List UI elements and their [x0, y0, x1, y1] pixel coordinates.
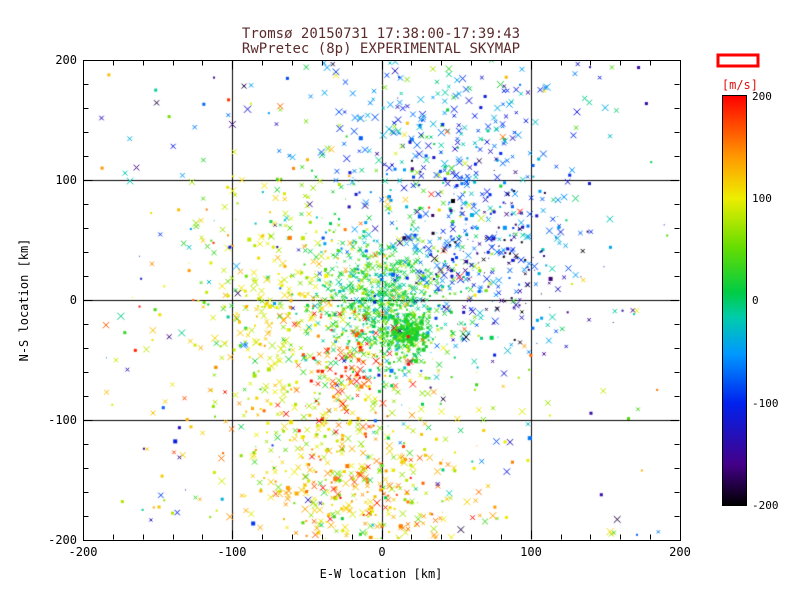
scatter-canvas: [0, 0, 800, 600]
skymap-window: Tromsø 20150731 17:38:00-17:39:43 RwPret…: [0, 0, 800, 600]
